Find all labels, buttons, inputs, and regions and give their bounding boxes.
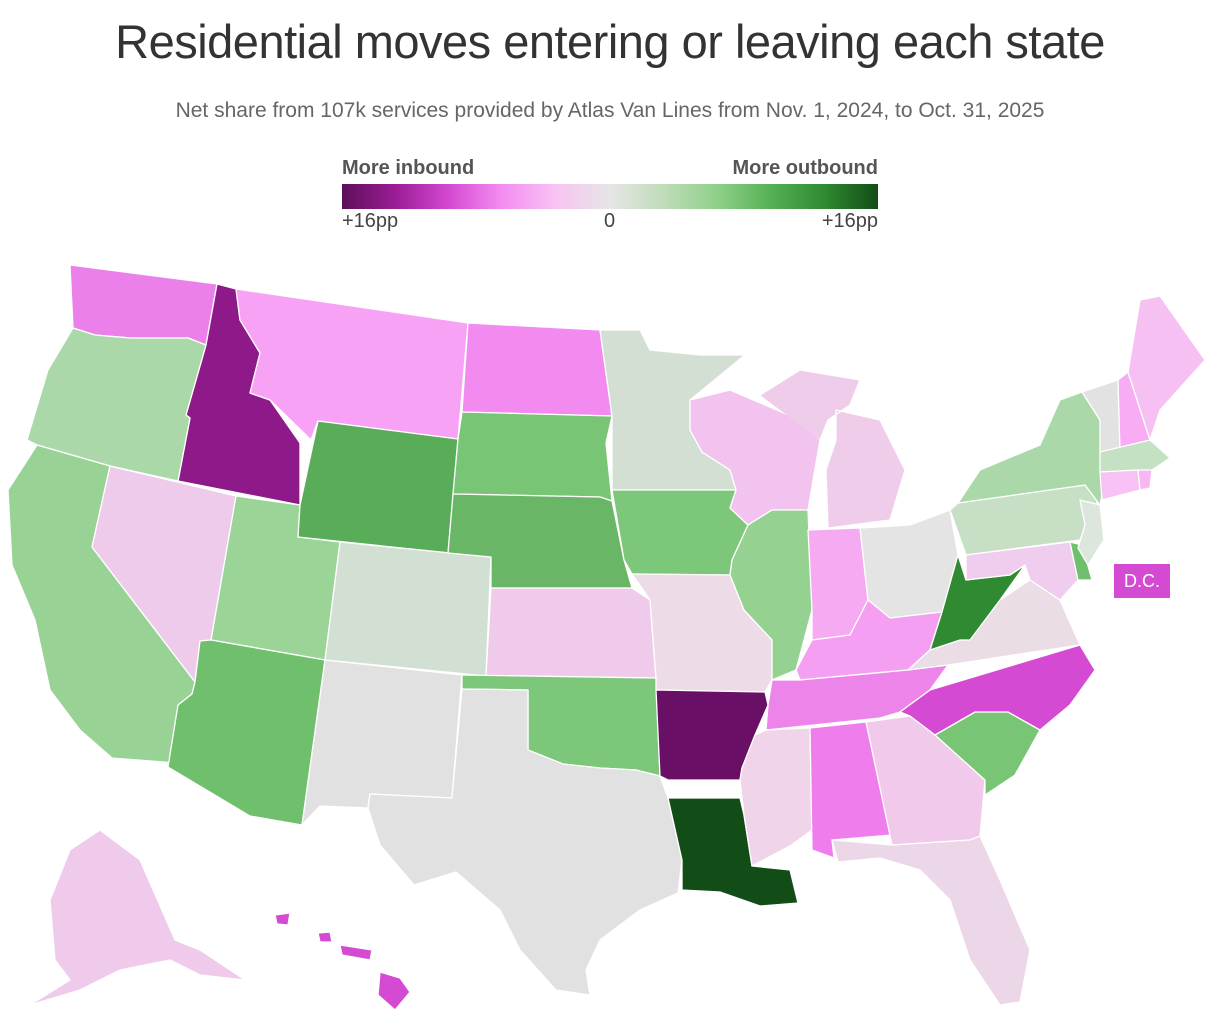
state-tx [367, 688, 683, 996]
state-ma [1099, 439, 1171, 473]
dc-label: D.C. [1124, 571, 1160, 591]
state-wy [297, 420, 459, 554]
state-wv [929, 554, 1026, 651]
state-hi-4 [377, 971, 411, 1011]
state-co [324, 541, 492, 677]
state-ks [485, 587, 657, 679]
state-oh [859, 509, 959, 619]
legend-tick-right: +16pp [821, 210, 878, 232]
state-nc [899, 644, 1096, 736]
legend-outbound-label: More outbound [732, 157, 878, 179]
state-mi [759, 369, 906, 529]
color-legend: More inbound More outbound +16pp 0 +16pp [342, 157, 878, 237]
legend-inbound-label: More inbound [342, 157, 475, 179]
state-mt [235, 288, 469, 441]
state-ms [739, 727, 813, 867]
state-nd [461, 322, 613, 417]
state-ct [1099, 469, 1141, 501]
state-hi-2 [317, 931, 333, 943]
state-sd [452, 411, 613, 502]
legend-tick-mid: 0 [604, 210, 616, 232]
dc-marker [1114, 564, 1170, 598]
chart-title: Residential moves entering or leaving ea… [115, 15, 1105, 68]
legend-tick-left: +16pp [342, 210, 399, 232]
state-ak [29, 829, 246, 1006]
legend-gradient-bar [342, 184, 878, 209]
state-ia [611, 489, 749, 576]
state-wa [69, 264, 218, 346]
state-fl [831, 835, 1031, 1006]
state-hi-1 [274, 912, 291, 926]
state-hi-3 [339, 944, 373, 961]
state-la [667, 797, 799, 907]
state-or [26, 327, 207, 482]
state-ri [1137, 469, 1153, 491]
state-de [1069, 541, 1093, 581]
chart-subtitle: Net share from 107k services provided by… [175, 99, 1045, 122]
